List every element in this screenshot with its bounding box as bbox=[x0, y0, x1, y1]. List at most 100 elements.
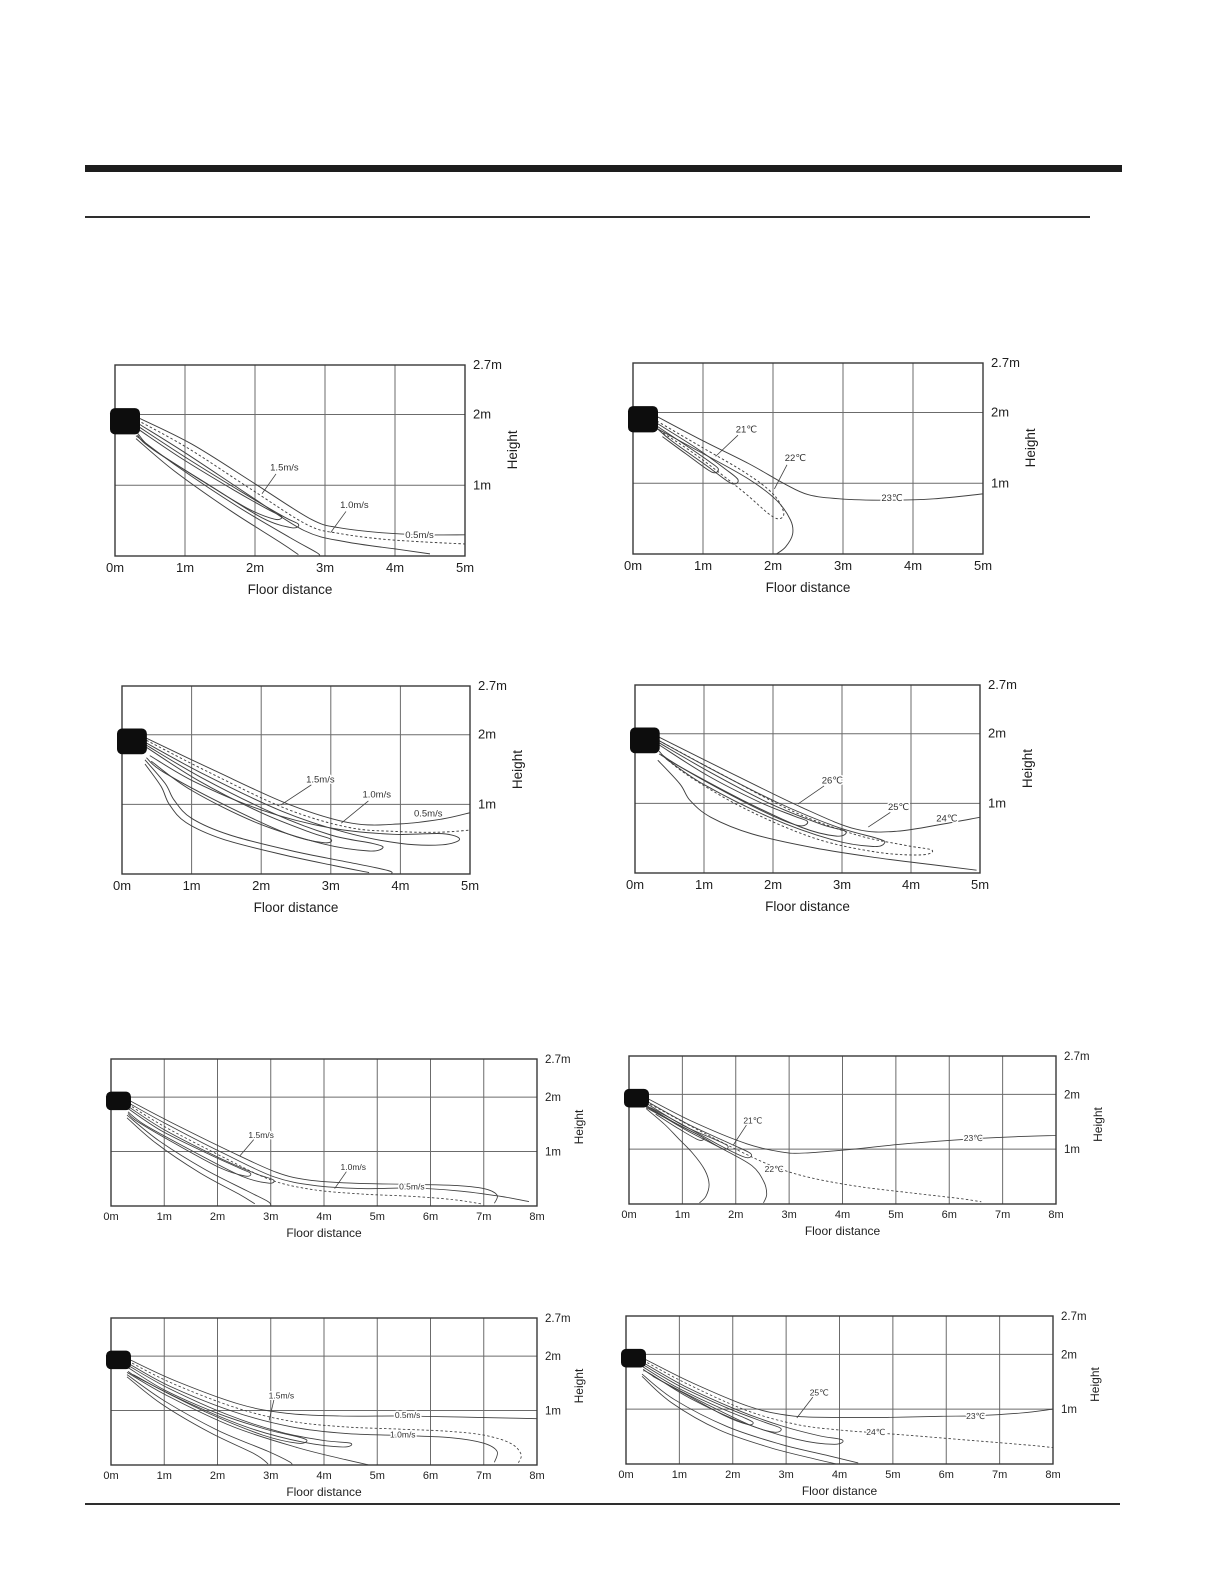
contour-line bbox=[645, 1102, 729, 1150]
x-tick-label: 0m bbox=[621, 1209, 636, 1221]
contour-line bbox=[642, 1362, 844, 1445]
contour-line bbox=[135, 438, 299, 555]
contour-label: 25℃ bbox=[888, 802, 910, 813]
contour-line bbox=[137, 419, 465, 545]
y-axis-title: Height bbox=[505, 430, 520, 469]
contour-group bbox=[144, 737, 470, 874]
contour-label-leader bbox=[715, 434, 739, 457]
x-tick-label: 6m bbox=[423, 1211, 438, 1223]
contour-line bbox=[127, 1367, 308, 1444]
contour-line bbox=[127, 1099, 498, 1204]
y-tick-label: 2m bbox=[1064, 1089, 1080, 1101]
contour-label: 21℃ bbox=[736, 424, 758, 435]
header-bar bbox=[85, 165, 1122, 172]
indoor-unit-icon bbox=[621, 1348, 647, 1368]
contour-label: 1.5m/s bbox=[269, 1390, 295, 1400]
y-tick-label: 2m bbox=[473, 407, 491, 422]
contour-line bbox=[146, 742, 461, 846]
chart-svg: 21℃ 22℃ 23℃ 0m 1m 2m 3m 4m 5m 6m 7m 8m Floor distanc… bbox=[621, 1051, 1105, 1238]
x-tick-label: 8m bbox=[529, 1211, 544, 1223]
plot-grid bbox=[626, 1316, 1053, 1464]
x-tick-label: 6m bbox=[423, 1470, 438, 1482]
contour-group bbox=[135, 416, 465, 556]
plot-grid bbox=[635, 685, 980, 873]
temperature-profile-8m-chart-a: 21℃ 22℃ 23℃ 0m 1m 2m 3m 4m 5m 6m 7m 8m Floor distanc… bbox=[617, 1042, 1134, 1267]
contour-label: 23℃ bbox=[966, 1411, 985, 1421]
contour-label-leader bbox=[261, 473, 277, 494]
contour-line bbox=[658, 740, 886, 847]
velocity-profile-8m-chart-a: 1.5m/s 1.0m/s 0.5m/s 0m 1m 2m 3m 4m 5m 6m 7m 8m Floo… bbox=[99, 1045, 615, 1269]
contour-line bbox=[127, 1362, 498, 1463]
chart-svg: 1.5m/s 0.5m/s 1.0m/s 0m 1m 2m 3m 4m 5m 6m 7m 8m Floo… bbox=[103, 1313, 586, 1499]
x-tick-label: 2m bbox=[728, 1209, 743, 1221]
plot-border bbox=[632, 362, 984, 555]
contour-line bbox=[144, 763, 370, 874]
y-tick-label: 2.7m bbox=[545, 1054, 571, 1066]
x-tick-label: 3m bbox=[263, 1211, 278, 1223]
y-tick-label: 2.7m bbox=[1064, 1051, 1090, 1063]
plot-border bbox=[625, 1315, 1054, 1465]
chart-svg: 1.5m/s 1.0m/s 0.5m/s 0m 1m 2m 3m 4m 5m Floor dist… bbox=[106, 357, 520, 597]
plot-border bbox=[110, 1317, 538, 1466]
plot-border bbox=[114, 364, 466, 557]
x-axis-title: Floor distance bbox=[802, 1484, 878, 1498]
contour-line bbox=[645, 1104, 705, 1141]
contour-label: 22℃ bbox=[765, 1164, 784, 1174]
contour-group bbox=[645, 1097, 1056, 1204]
x-tick-label: 1m bbox=[176, 560, 194, 575]
contour-label: 23℃ bbox=[964, 1133, 983, 1143]
x-tick-label: 3m bbox=[316, 560, 334, 575]
x-tick-label: 2m bbox=[725, 1469, 740, 1481]
x-tick-label: 7m bbox=[992, 1469, 1007, 1481]
y-tick-label: 2.7m bbox=[478, 678, 507, 693]
x-axis-title: Floor distance bbox=[248, 582, 333, 597]
x-tick-label: 0m bbox=[103, 1211, 118, 1223]
contour-line bbox=[656, 420, 785, 520]
temperature-profile-8m-chart-b: 25℃ 23℃ 24℃ 0m 1m 2m 3m 4m 5m 6m 7m 8m Floor distanc… bbox=[614, 1302, 1131, 1527]
contour-line bbox=[642, 1360, 1053, 1449]
x-axis-title: Floor distance bbox=[805, 1224, 881, 1238]
x-tick-label: 3m bbox=[781, 1209, 796, 1221]
contour-label-leader bbox=[330, 511, 347, 533]
x-tick-label: 4m bbox=[902, 877, 920, 892]
x-tick-label: 2m bbox=[764, 877, 782, 892]
contour-label-leader bbox=[867, 812, 891, 828]
contour-line bbox=[658, 740, 934, 856]
contour-label: 0.5m/s bbox=[414, 808, 443, 819]
x-tick-label: 4m bbox=[832, 1469, 847, 1481]
chart-svg: 26℃ 25℃ 24℃ 0m 1m 2m 3m 4m 5m Floor distance 2.7m 2… bbox=[626, 677, 1035, 914]
contour-label: 22℃ bbox=[785, 453, 807, 464]
contour-line bbox=[642, 1357, 1053, 1419]
x-tick-label: 8m bbox=[529, 1470, 544, 1482]
plot-grid bbox=[115, 365, 465, 556]
x-tick-label: 2m bbox=[210, 1470, 225, 1482]
contour-line bbox=[656, 425, 719, 474]
y-tick-label: 2m bbox=[988, 726, 1006, 741]
contour-group bbox=[657, 736, 980, 871]
contour-line bbox=[144, 759, 393, 874]
y-tick-label: 2.7m bbox=[1061, 1311, 1087, 1323]
x-tick-label: 5m bbox=[971, 877, 989, 892]
contour-line bbox=[642, 1364, 782, 1433]
x-tick-label: 2m bbox=[252, 878, 270, 893]
contour-line bbox=[645, 1097, 1056, 1154]
x-axis-title: Floor distance bbox=[254, 900, 339, 915]
x-tick-label: 0m bbox=[624, 558, 642, 573]
y-tick-label: 2m bbox=[545, 1351, 561, 1363]
contour-line bbox=[645, 1101, 982, 1203]
contour-line bbox=[642, 1366, 754, 1426]
contour-line bbox=[146, 739, 470, 833]
contour-group bbox=[655, 416, 983, 554]
contour-line bbox=[126, 1374, 293, 1465]
contour-line bbox=[127, 1365, 353, 1448]
contour-label-leader bbox=[239, 1139, 255, 1157]
contour-line bbox=[146, 746, 333, 844]
contour-line bbox=[137, 428, 283, 521]
contour-label: 23℃ bbox=[881, 493, 903, 504]
chart-svg: 1.5m/s 1.0m/s 0.5m/s 0m 1m 2m 3m 4m 5m 6m 7m 8m Floo… bbox=[103, 1054, 586, 1240]
contour-label-leader bbox=[774, 464, 788, 490]
contour-group bbox=[641, 1357, 1053, 1464]
x-tick-label: 4m bbox=[316, 1470, 331, 1482]
chart-svg: 25℃ 23℃ 24℃ 0m 1m 2m 3m 4m 5m 6m 7m 8m Floor distanc… bbox=[618, 1311, 1102, 1498]
chart-svg: 1.5m/s 1.0m/s 0.5m/s 0m 1m 2m 3m 4m 5m Floor dist… bbox=[113, 678, 525, 915]
